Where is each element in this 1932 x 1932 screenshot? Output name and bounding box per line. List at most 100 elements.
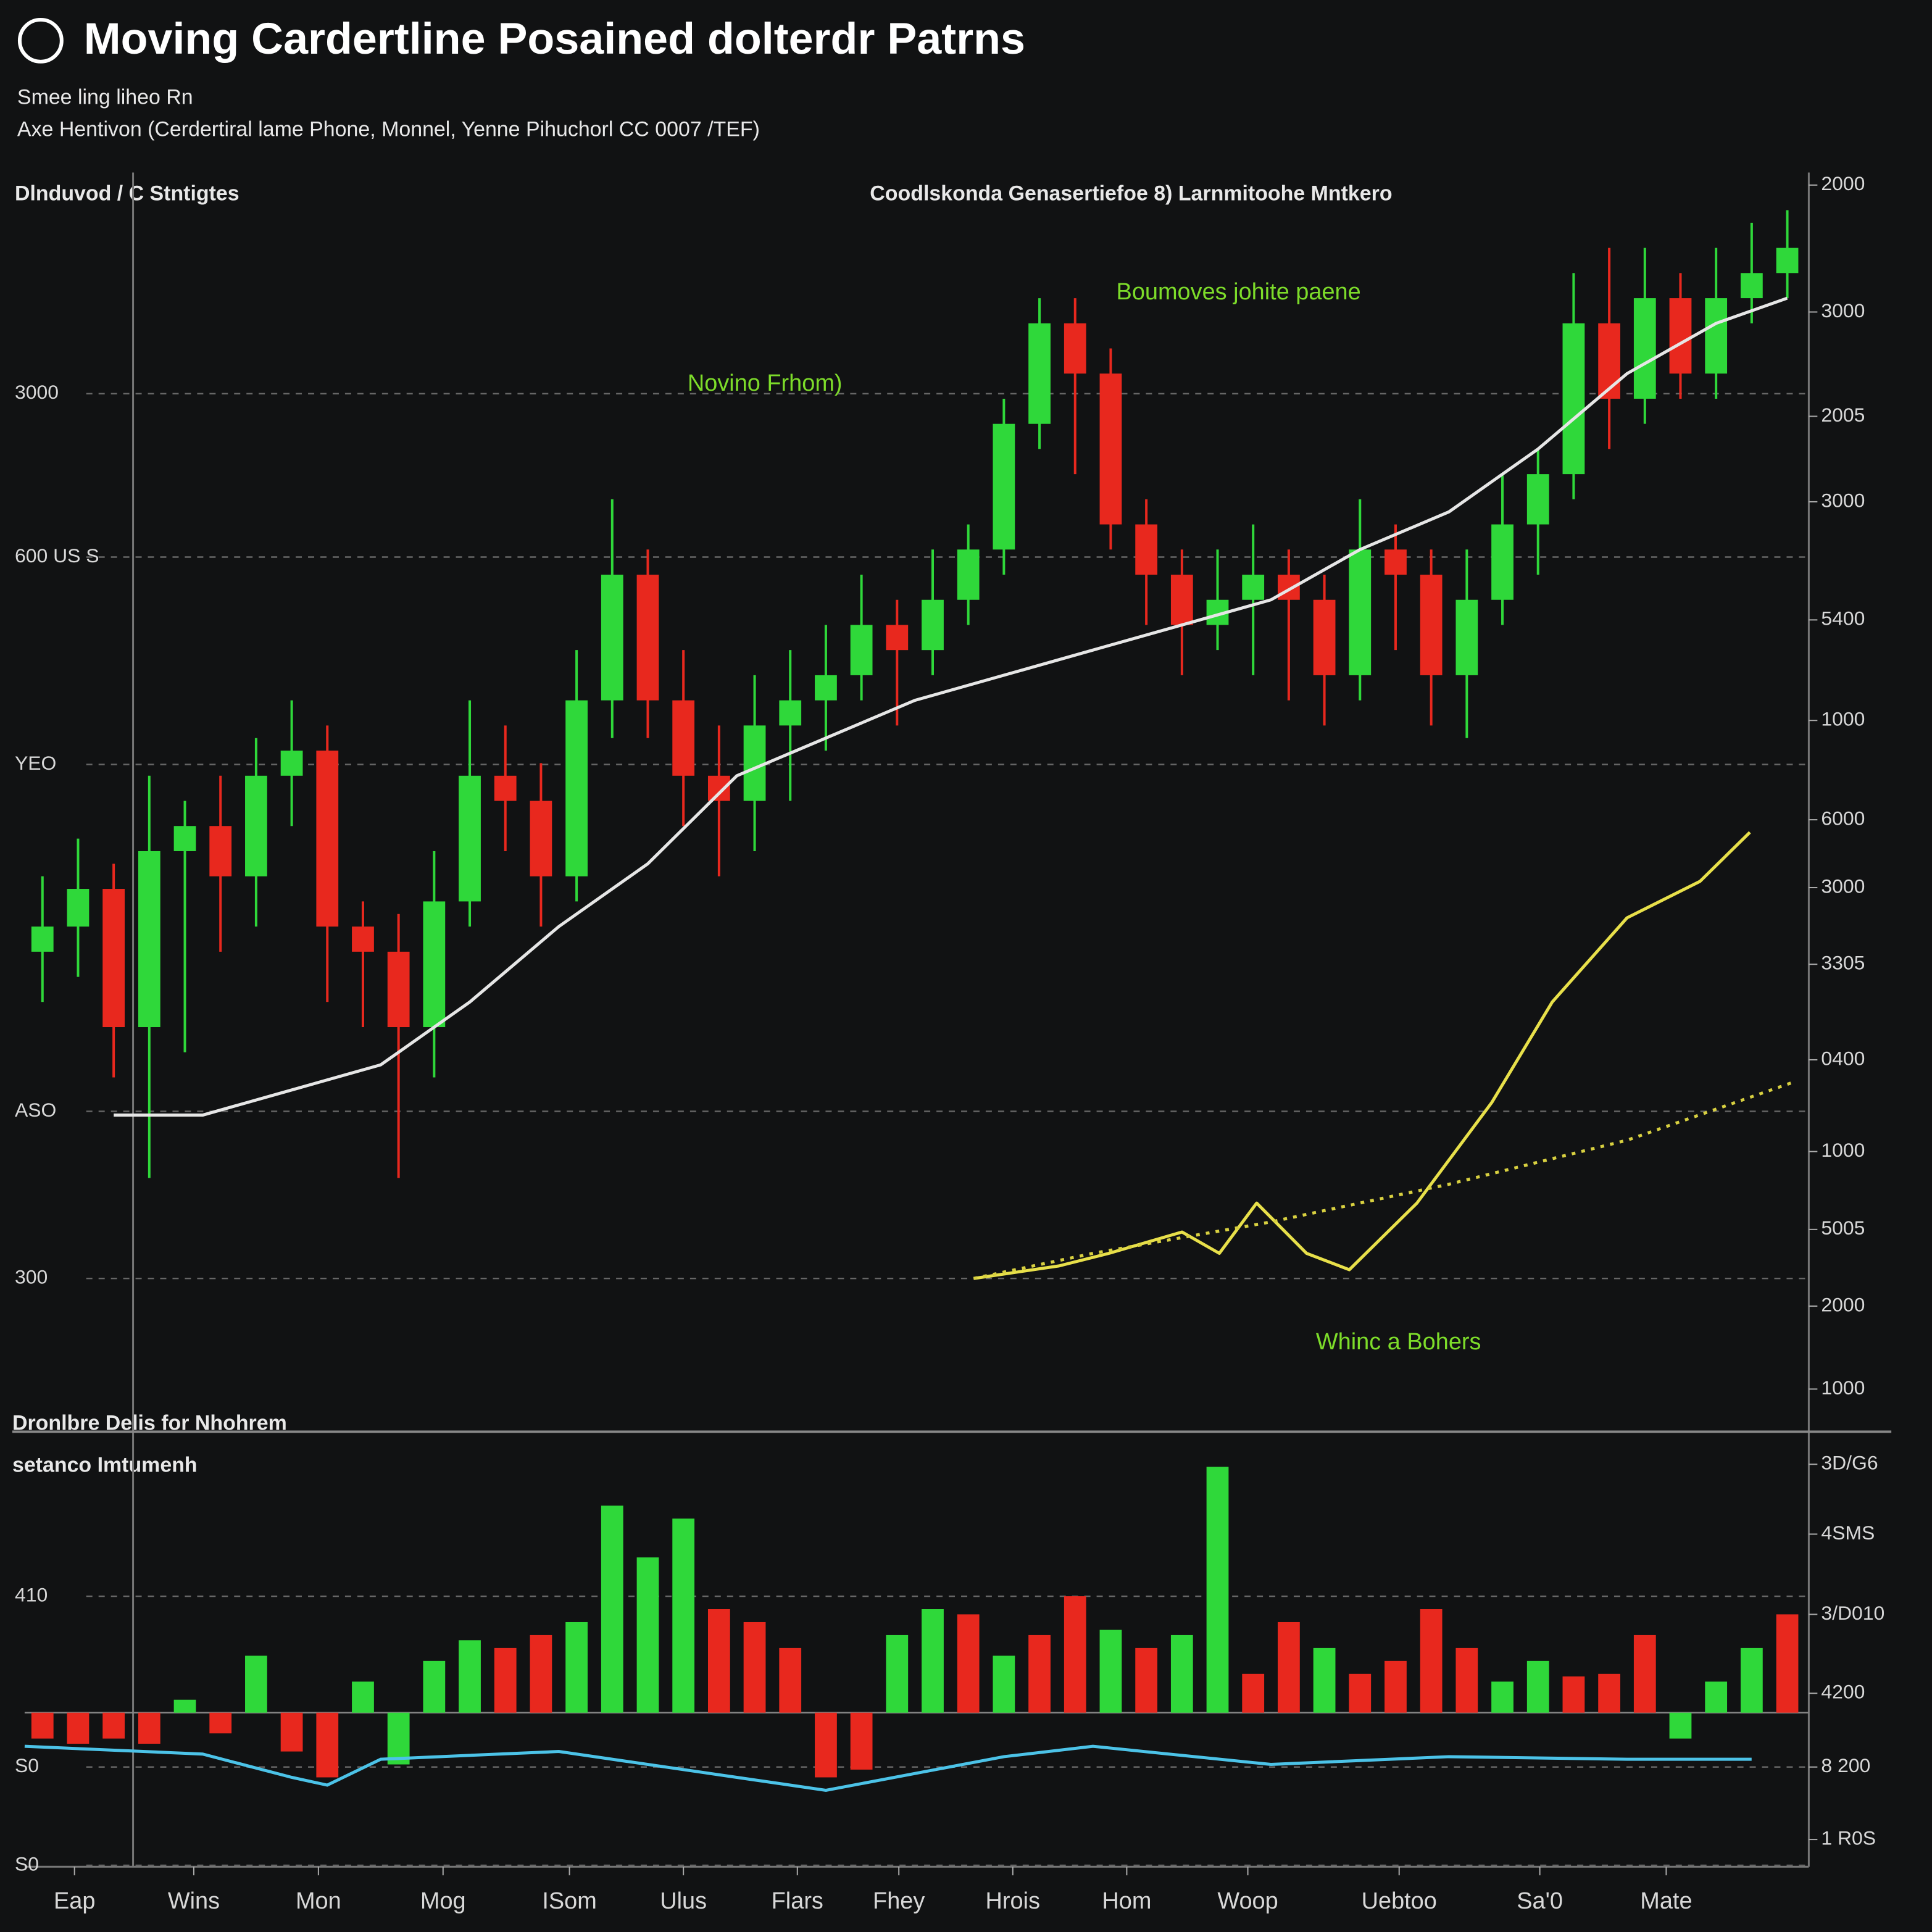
candle-body xyxy=(1313,599,1336,675)
candle-body xyxy=(1455,599,1478,675)
line xyxy=(973,1081,1794,1280)
candle-body xyxy=(280,751,303,776)
candle-body xyxy=(957,549,980,600)
x-tick-label: Flars xyxy=(772,1888,823,1914)
bar xyxy=(173,1699,196,1713)
y-tick-label: S0 xyxy=(15,1852,39,1875)
x-tick-label: Hom xyxy=(1102,1888,1151,1914)
candle-body xyxy=(209,826,232,876)
bar xyxy=(1491,1681,1514,1713)
logo xyxy=(17,17,64,64)
y2-tick-label: 5400 xyxy=(1821,607,1865,630)
x-tick-label: ISom xyxy=(542,1888,596,1914)
bar xyxy=(280,1712,303,1752)
description: Axe Hentivon (Cerdertiral lame Phone, Mo… xyxy=(17,118,760,141)
y2-tick-label: 6000 xyxy=(1821,807,1865,829)
candle-body xyxy=(886,625,909,651)
candle-body xyxy=(316,751,339,927)
candle-body xyxy=(1278,575,1300,600)
bar xyxy=(1135,1647,1158,1713)
bar xyxy=(423,1660,446,1713)
y-tick-label: YEO xyxy=(15,752,56,774)
candle-body xyxy=(636,575,659,701)
left-heading: Dlnduvod / C Stntigtes xyxy=(15,181,239,205)
bar xyxy=(743,1622,766,1713)
y2-tick-label: 3305 xyxy=(1821,952,1865,974)
y-tick-label: 300 xyxy=(15,1266,48,1288)
candle-body xyxy=(67,889,90,927)
bar xyxy=(601,1505,623,1713)
bar xyxy=(1562,1676,1585,1713)
y2-tick-label: 1000 xyxy=(1821,1139,1865,1161)
bar xyxy=(245,1655,267,1713)
bar xyxy=(957,1614,980,1713)
bar xyxy=(993,1655,1015,1713)
candle-body xyxy=(743,725,766,801)
x-tick-label: Eap xyxy=(54,1888,95,1914)
candle-body xyxy=(1740,273,1763,299)
candle-body xyxy=(1242,575,1265,600)
candle-body xyxy=(1669,298,1692,374)
x-tick-label: Sa'0 xyxy=(1517,1888,1563,1914)
bar xyxy=(1740,1647,1763,1713)
x-tick-label: Woop xyxy=(1217,1888,1278,1914)
bar xyxy=(1170,1634,1193,1713)
candle-body xyxy=(102,889,125,1028)
candle-body xyxy=(1349,549,1372,675)
candle-body xyxy=(922,599,944,651)
candle-body xyxy=(779,700,802,726)
y2-tick-label: 3/D010 xyxy=(1821,1602,1884,1624)
candle-body xyxy=(601,575,623,701)
bar xyxy=(67,1712,90,1744)
candle-body xyxy=(494,775,517,801)
candle-body xyxy=(1170,575,1193,625)
bar xyxy=(352,1681,374,1713)
annotation: Novino Frhom) xyxy=(688,370,843,396)
candle-body xyxy=(352,926,374,952)
candle-body xyxy=(1135,524,1158,575)
y2-tick-label: 1000 xyxy=(1821,708,1865,730)
x-tick-label: Wins xyxy=(168,1888,220,1914)
candle-body xyxy=(565,700,588,876)
candle-body xyxy=(1064,323,1086,374)
y2-tick-label: 2005 xyxy=(1821,404,1865,426)
candle-body xyxy=(1776,248,1799,273)
candle-body xyxy=(1099,373,1122,525)
bar xyxy=(1705,1681,1728,1713)
bar xyxy=(459,1640,481,1713)
bar xyxy=(1242,1673,1265,1713)
bar xyxy=(31,1712,54,1739)
bar xyxy=(1598,1673,1620,1713)
y2-tick-label: 3000 xyxy=(1821,299,1865,322)
x-tick-label: Uebtoo xyxy=(1362,1888,1437,1914)
bar xyxy=(779,1647,802,1713)
candle-body xyxy=(1384,549,1407,575)
bar xyxy=(1384,1660,1407,1713)
bar xyxy=(1278,1622,1300,1713)
candle-body xyxy=(1420,575,1443,675)
bar xyxy=(102,1712,125,1739)
y-tick-label: 600 US S xyxy=(15,544,99,567)
candle-body xyxy=(245,775,267,876)
bar xyxy=(1669,1712,1692,1739)
y2-tick-label: 3000 xyxy=(1821,489,1865,511)
candle-body xyxy=(387,951,410,1028)
y2-tick-label: 5005 xyxy=(1821,1217,1865,1239)
candle-body xyxy=(423,901,446,1028)
y2-tick-label: 1000 xyxy=(1821,1376,1865,1399)
bar xyxy=(1349,1673,1372,1713)
candle-body xyxy=(1028,323,1051,424)
candle-body xyxy=(1705,298,1728,374)
y2-tick-label: 3D/G6 xyxy=(1821,1452,1878,1474)
bar xyxy=(138,1712,160,1744)
bar xyxy=(209,1712,232,1734)
y2-tick-label: 8 200 xyxy=(1821,1754,1870,1776)
y2-tick-label: 0400 xyxy=(1821,1047,1865,1069)
y2-tick-label: 4200 xyxy=(1821,1681,1865,1703)
x-tick-label: Hrois xyxy=(986,1888,1040,1914)
chart-title: Moving Cardertline Posained dolterdr Pat… xyxy=(84,14,1025,64)
x-tick-label: Mog xyxy=(420,1888,466,1914)
panel-subtitle: setanco Imtumenh xyxy=(12,1453,198,1476)
candle-body xyxy=(1562,323,1585,475)
